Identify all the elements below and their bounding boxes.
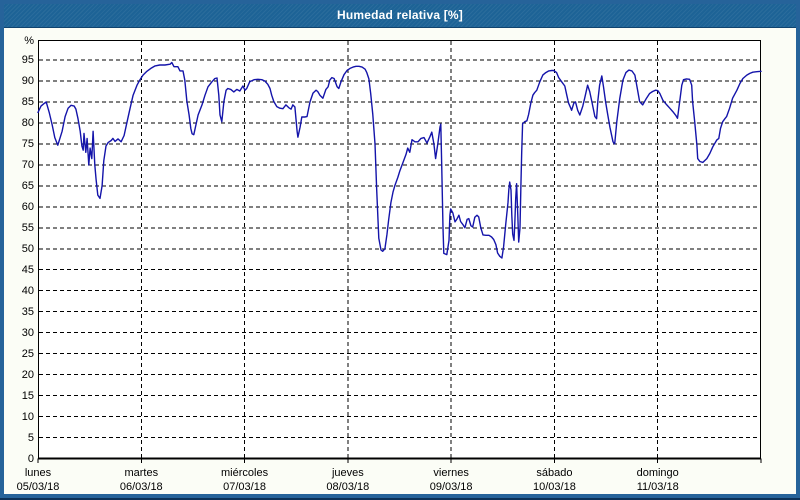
y-tick-label: 20: [21, 368, 34, 381]
y-tick-label: 75: [21, 137, 34, 150]
x-day-label: miércoles: [221, 467, 269, 479]
y-tick-label: 25: [21, 347, 34, 360]
chart-content: Humedad relativa [%] % 0 5 10 15 20 25 30 35 40 4…: [4, 4, 796, 494]
x-day-label: sábado: [536, 467, 573, 479]
y-tick-label: 40: [21, 284, 34, 297]
y-tick-label: 60: [21, 200, 34, 213]
humidity-line-chart: [37, 40, 762, 463]
window-title: Humedad relativa [%]: [336, 8, 464, 22]
y-tick-label: 5: [27, 431, 34, 444]
x-day-label: viernes: [433, 467, 469, 479]
y-tick-label: 85: [21, 95, 34, 108]
x-date-label: 08/03/18: [326, 481, 370, 493]
y-tick-label: 70: [21, 158, 34, 171]
y-tick-label: 80: [21, 116, 34, 129]
y-tick-label: 65: [21, 179, 34, 192]
x-date-label: 09/03/18: [429, 481, 473, 493]
y-tick-label: 35: [21, 305, 34, 318]
y-tick-label: 15: [21, 389, 34, 402]
y-tick-label: 0: [27, 452, 34, 465]
y-axis-unit-label: %: [24, 35, 34, 47]
x-day-label: domingo: [636, 467, 679, 479]
humidity-series-line: [37, 61, 762, 259]
titlebar: Humedad relativa [%]: [4, 4, 796, 28]
y-tick-label: 95: [21, 54, 34, 66]
y-tick-label: 55: [21, 221, 34, 234]
frame-bottom-accent: [0, 498, 800, 500]
y-tick-label: 10: [21, 410, 34, 423]
x-date-label: 10/03/18: [533, 481, 576, 493]
x-date-label: 07/03/18: [223, 481, 266, 493]
x-day-label: lunes: [24, 467, 52, 479]
y-tick-label: 45: [21, 263, 34, 276]
y-tick-label: 30: [21, 326, 34, 339]
y-tick-label: 50: [21, 242, 34, 255]
y-tick-label: 90: [21, 74, 34, 87]
x-date-label: 06/03/18: [119, 481, 163, 493]
x-day-label: jueves: [331, 467, 364, 479]
x-date-label: 11/03/18: [636, 481, 679, 493]
x-day-label: martes: [124, 467, 159, 479]
x-date-label: 05/03/18: [16, 481, 60, 493]
